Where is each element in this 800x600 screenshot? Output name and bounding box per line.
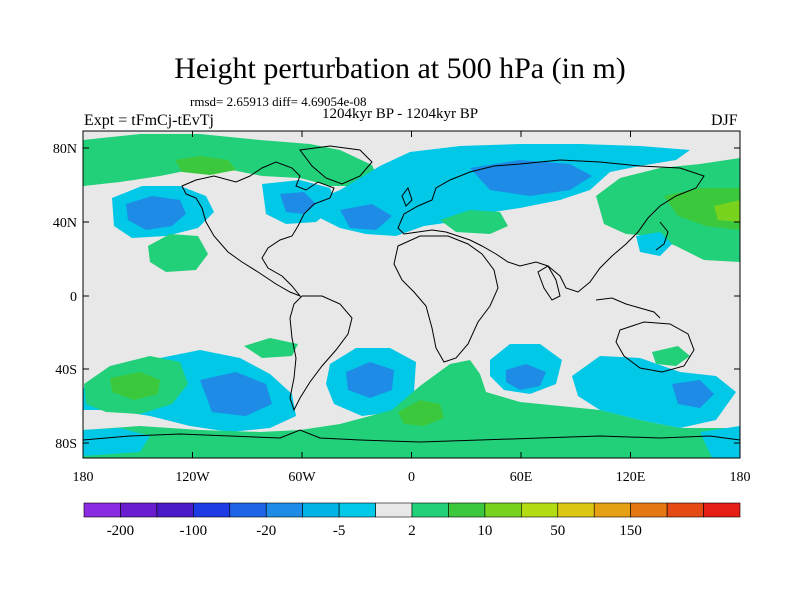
lat-tick-label: 0 (70, 290, 77, 305)
colorbar-label: -20 (256, 523, 276, 539)
contour-lightblue-australia-south (572, 356, 736, 428)
lon-tick-label: 0 (408, 470, 415, 485)
contour-midgreen-spacific (110, 372, 160, 400)
lat-tick-label: 80S (55, 437, 77, 452)
lat-tick-label: 40N (53, 216, 77, 231)
contour-green-nw (83, 160, 112, 186)
coast-indonesia (595, 297, 661, 319)
contour-green-samerica (244, 338, 298, 358)
colorbar-label: -200 (107, 523, 135, 539)
contour-lightblue-ross (700, 426, 740, 458)
lon-tick-label: 180 (73, 470, 94, 485)
coast-africa (393, 235, 499, 363)
colorbar-label: 150 (619, 523, 642, 539)
contour-blue-namerica (280, 192, 316, 214)
contour-blue-eurasia (470, 160, 592, 196)
colorbar-label: 10 (477, 523, 492, 539)
stats-line: rmsd= 2.65913 diff= 4.69054e-08 (190, 94, 367, 109)
colorbar-box (411, 502, 449, 518)
latitude-axis: 80N 40N 0 40S 80S (53, 142, 740, 452)
colorbar-boxes (83, 502, 741, 518)
contour-green-north (83, 134, 378, 186)
longitude-axis: 180 120W 60W 0 60E 120E 180 (73, 131, 751, 485)
contour-lightblue-weddell (83, 428, 150, 456)
contour-blue-npacific (126, 196, 186, 230)
contour-blue-atlantic (340, 204, 392, 230)
contour-blue-sindian (506, 364, 546, 390)
contour-field (83, 131, 740, 458)
colorbar-box (120, 502, 158, 518)
contour-midgreen-north (175, 156, 236, 175)
contour-blue-spacific (200, 372, 272, 416)
coast-india (537, 265, 561, 301)
colorbar-box (521, 502, 559, 518)
coast-australia (615, 321, 695, 373)
colorbar-box (193, 502, 231, 518)
contour-lightblue-japan (636, 232, 672, 256)
colorbar-box (557, 502, 595, 518)
colorbar-label: 2 (408, 523, 416, 539)
lat-tick-label: 80N (53, 142, 77, 157)
experiment-label: Expt = tFmCj-tEvTj (84, 112, 214, 129)
colorbar-box (593, 502, 631, 518)
coast-south-america (289, 295, 353, 412)
contour-green-nz (652, 346, 690, 366)
colorbar-box (666, 502, 704, 518)
colorbar-box (448, 502, 486, 518)
colorbar-box (375, 502, 413, 518)
lat-tick-label: 40S (55, 363, 77, 378)
contour-midgreen-southern (398, 400, 444, 426)
colorbar-label: -100 (180, 523, 208, 539)
colorbar-box (302, 502, 340, 518)
period-label: 1204kyr BP - 1204kyr BP (322, 106, 479, 122)
contour-blue-satlantic (346, 362, 394, 398)
lon-tick-label: 60E (510, 470, 533, 485)
coast-antarctica (83, 429, 740, 443)
season-label: DJF (711, 112, 738, 129)
colorbar-labels: -200 -100 -20 -5 2 10 50 150 (107, 523, 642, 539)
contour-green-mediterranean (440, 210, 508, 234)
colorbar-box (338, 502, 376, 518)
contour-green-npacific-east (596, 158, 740, 262)
coastlines (83, 145, 740, 443)
lon-tick-label: 120E (616, 470, 646, 485)
colorbar-box (703, 502, 741, 518)
coast-uk (401, 186, 413, 207)
colorbar-box (83, 502, 121, 518)
colorbar-label: -5 (333, 523, 346, 539)
contour-blue-australia-south (672, 380, 714, 408)
lon-tick-label: 120W (175, 470, 210, 485)
map-title: Height perturbation at 500 hPa (in m) (174, 52, 626, 85)
coast-greenland (299, 145, 373, 185)
colorbar-label: 50 (550, 523, 565, 539)
colorbar-box (630, 502, 668, 518)
coast-japan (655, 221, 669, 251)
colorbar-box (265, 502, 303, 518)
contour-green-cpacific (148, 234, 208, 272)
coast-eurasia (397, 159, 705, 293)
colorbar-box (229, 502, 267, 518)
contour-yellowgreen-npacific-east (714, 200, 740, 222)
coast-north-america (181, 161, 335, 298)
lon-tick-label: 180 (730, 470, 751, 485)
colorbar-box (484, 502, 522, 518)
colorbar-box (156, 502, 194, 518)
lon-tick-label: 60W (288, 470, 316, 485)
